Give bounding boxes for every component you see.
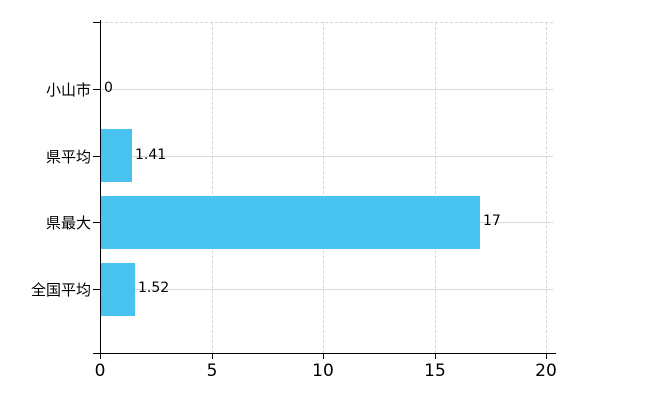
x-axis-tick-label: 0 [94, 361, 106, 381]
plot-top-border-line [100, 22, 553, 23]
bar-value-label: 1.52 [138, 280, 170, 296]
bar [101, 196, 480, 249]
category-label: 県平均 [45, 148, 91, 166]
x-axis-tick [323, 353, 324, 359]
x-axis-line [93, 353, 556, 354]
gridline-vertical [212, 22, 213, 353]
bar-value-label: 17 [483, 213, 501, 229]
x-axis-tick [212, 353, 213, 359]
x-axis-tick-label: 5 [206, 361, 218, 381]
y-axis-tick [93, 289, 100, 290]
gridline-vertical [323, 22, 324, 353]
y-axis-tick [93, 222, 100, 223]
y-axis-line [100, 20, 101, 359]
gridline-horizontal [101, 156, 553, 157]
y-axis-tick [93, 89, 100, 90]
bar [101, 129, 132, 182]
category-label: 小山市 [45, 81, 91, 99]
x-axis-tick-label: 20 [535, 361, 557, 381]
bar-value-label: 1.41 [135, 147, 167, 163]
category-label: 県最大 [45, 214, 91, 232]
x-axis-tick [435, 353, 436, 359]
gridline-vertical [435, 22, 436, 353]
gridline-horizontal [101, 89, 553, 90]
y-axis-tick [93, 156, 100, 157]
y-axis-top-tick [93, 22, 100, 23]
x-axis-tick-label: 10 [312, 361, 334, 381]
bar [101, 263, 135, 316]
gridline-horizontal [101, 289, 553, 290]
x-axis-tick [546, 353, 547, 359]
category-label: 全国平均 [30, 281, 91, 299]
x-axis-tick-label: 15 [424, 361, 446, 381]
gridline-vertical [546, 22, 547, 353]
bar-value-label: 0 [104, 80, 113, 96]
